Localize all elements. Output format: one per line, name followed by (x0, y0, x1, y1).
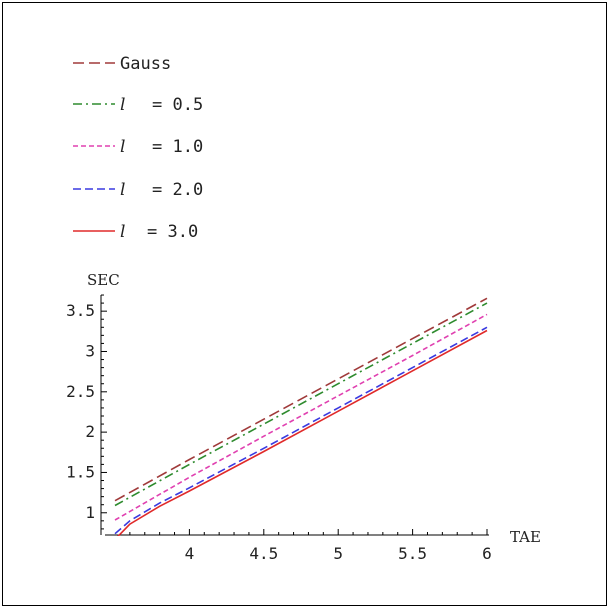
legend-label: = 0.5 (152, 95, 203, 115)
x-tick-label: 5.5 (398, 544, 427, 563)
series-line-2 (114, 302, 488, 507)
line-chart: Gauss l = 0.5 l = 1.0 l = 2.0 l = 3.0 4 4.5 5 5.5 6 1… (66, 54, 541, 563)
x-tick-label: 4 (185, 544, 195, 563)
legend-symbol: l (120, 222, 125, 242)
series-layer (114, 297, 488, 536)
y-tick-label: 3 (85, 341, 95, 360)
y-tick-label: 2 (85, 422, 95, 441)
legend: Gauss l = 0.5 l = 1.0 l = 2.0 l = 3.0 (73, 54, 203, 242)
legend-label: = 3.0 (147, 222, 198, 242)
x-tick-label: 6 (482, 544, 492, 563)
legend-label: = 1.0 (152, 137, 203, 157)
legend-item-2: l = 0.5 (73, 95, 203, 115)
x-axis-label: TAE (510, 528, 541, 546)
series-line-3 (114, 313, 488, 521)
legend-item-5: l = 3.0 (73, 222, 198, 242)
y-tick-label: 1 (85, 503, 95, 522)
legend-symbol: l (120, 95, 125, 115)
x-tick-label: 5 (333, 544, 343, 563)
legend-item-3: l = 1.0 (73, 137, 203, 157)
legend-label: Gauss (120, 54, 171, 74)
series-line-5 (117, 329, 488, 536)
y-axis-label: SEC (87, 271, 120, 289)
legend-label: = 2.0 (152, 180, 203, 200)
x-tick-label: 4.5 (249, 544, 278, 563)
legend-item-4: l = 2.0 (73, 180, 203, 200)
series-line-4 (114, 326, 488, 535)
legend-symbol: l (120, 180, 125, 200)
y-tick-label: 2.5 (66, 382, 95, 401)
y-tick-label: 3.5 (66, 301, 95, 320)
legend-symbol: l (120, 137, 125, 157)
series-line-1 (114, 297, 488, 502)
legend-item-1: Gauss (73, 54, 171, 74)
axes: 4 4.5 5 5.5 6 1 1.5 2 2.5 3 3.5 TAE SEC (66, 271, 541, 563)
y-tick-label: 1.5 (66, 462, 95, 481)
